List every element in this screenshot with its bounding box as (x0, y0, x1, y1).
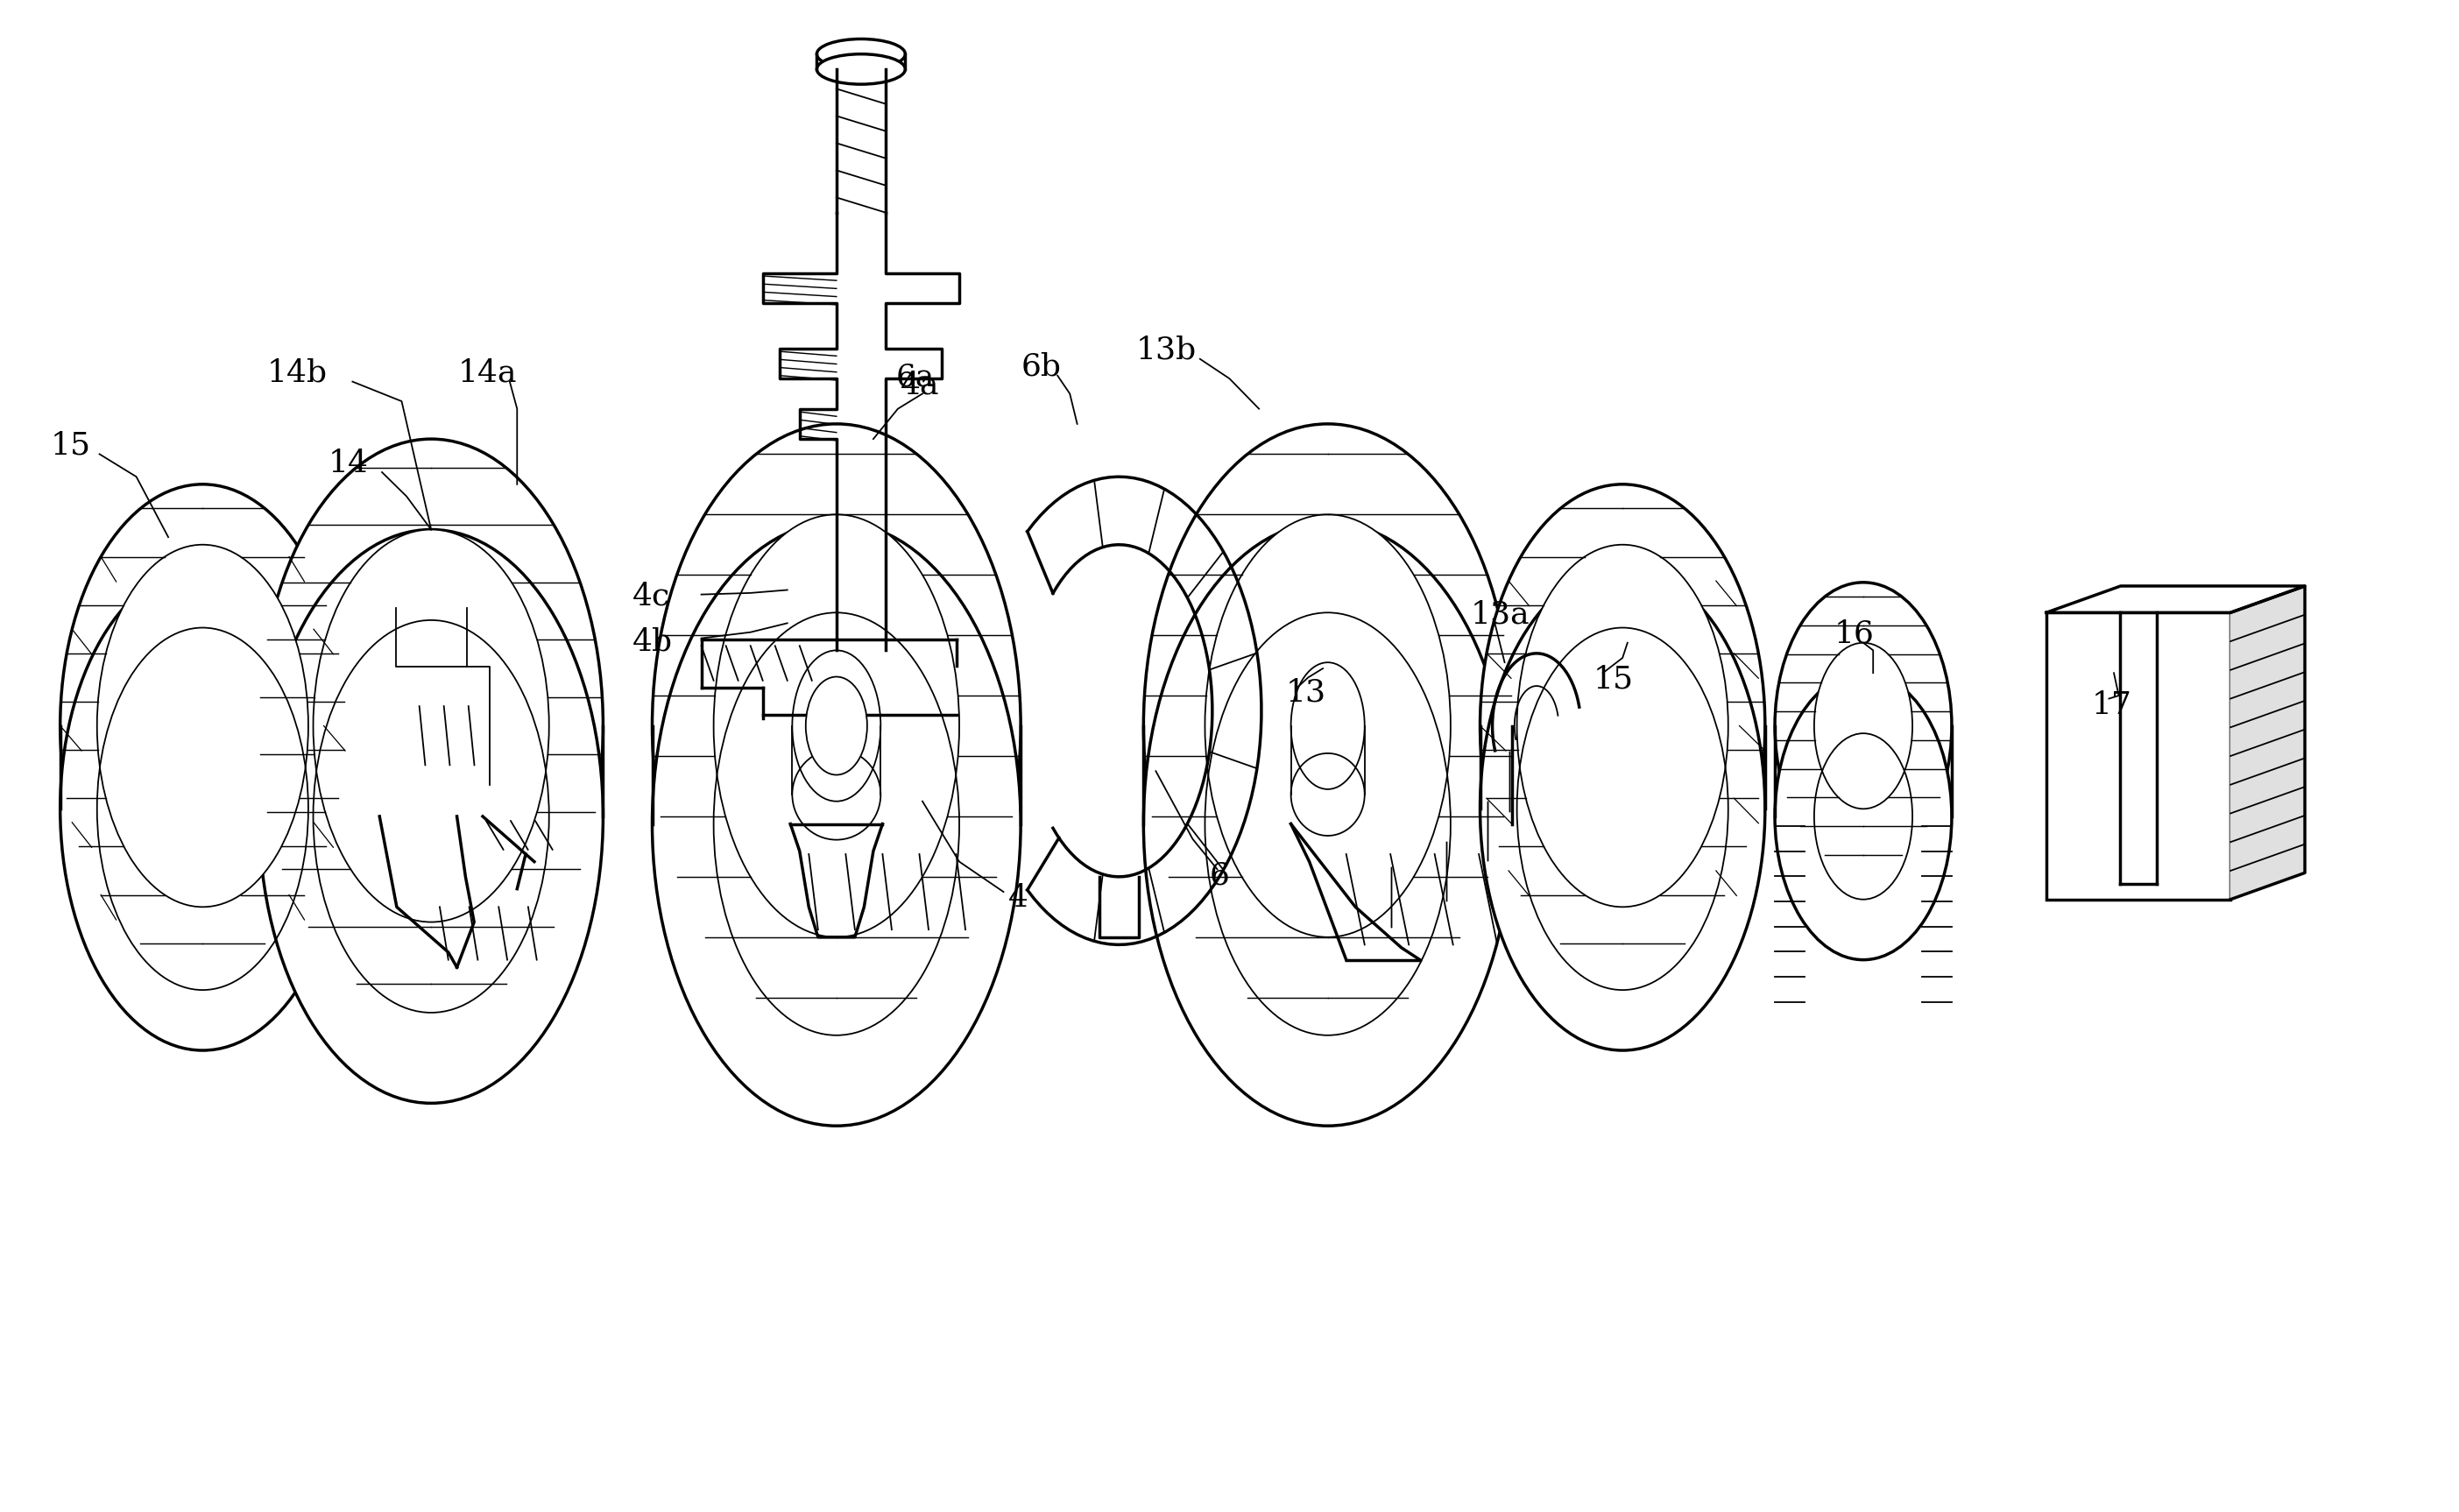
Text: 13b: 13b (1136, 336, 1198, 364)
FancyBboxPatch shape (2046, 612, 2230, 900)
Ellipse shape (652, 423, 1020, 1028)
Text: 13a: 13a (1470, 599, 1529, 629)
Ellipse shape (792, 650, 880, 801)
Text: 4: 4 (1008, 883, 1028, 913)
Text: 17: 17 (2093, 689, 2132, 720)
Ellipse shape (1775, 582, 1952, 869)
Text: 13: 13 (1286, 677, 1325, 708)
Text: 6: 6 (1210, 860, 1230, 891)
Ellipse shape (59, 484, 344, 968)
Ellipse shape (59, 567, 344, 1051)
Polygon shape (2230, 587, 2304, 900)
Text: 4c: 4c (632, 582, 671, 611)
Ellipse shape (1143, 423, 1512, 1028)
Ellipse shape (1143, 522, 1512, 1126)
Ellipse shape (1205, 514, 1451, 937)
Ellipse shape (1815, 643, 1913, 809)
Ellipse shape (816, 54, 905, 85)
Ellipse shape (258, 438, 602, 1013)
Text: 14b: 14b (266, 358, 327, 387)
Polygon shape (2046, 587, 2304, 612)
Text: 6a: 6a (895, 363, 934, 392)
Ellipse shape (816, 39, 905, 70)
Text: 14: 14 (327, 449, 369, 478)
Ellipse shape (1291, 662, 1365, 789)
Ellipse shape (713, 514, 959, 937)
Text: 14a: 14a (457, 358, 516, 387)
Ellipse shape (258, 529, 602, 1104)
Ellipse shape (96, 544, 307, 907)
Ellipse shape (1480, 567, 1766, 1051)
Text: 15: 15 (49, 431, 91, 460)
Text: 6b: 6b (1020, 352, 1060, 381)
Text: 4a: 4a (900, 370, 939, 399)
Ellipse shape (807, 677, 868, 774)
Ellipse shape (1517, 544, 1729, 907)
Ellipse shape (652, 522, 1020, 1126)
Text: 15: 15 (1593, 664, 1633, 694)
Ellipse shape (1775, 673, 1952, 960)
Text: 4b: 4b (632, 626, 674, 656)
Ellipse shape (1480, 484, 1766, 968)
Ellipse shape (312, 529, 548, 922)
Text: 16: 16 (1834, 618, 1874, 649)
